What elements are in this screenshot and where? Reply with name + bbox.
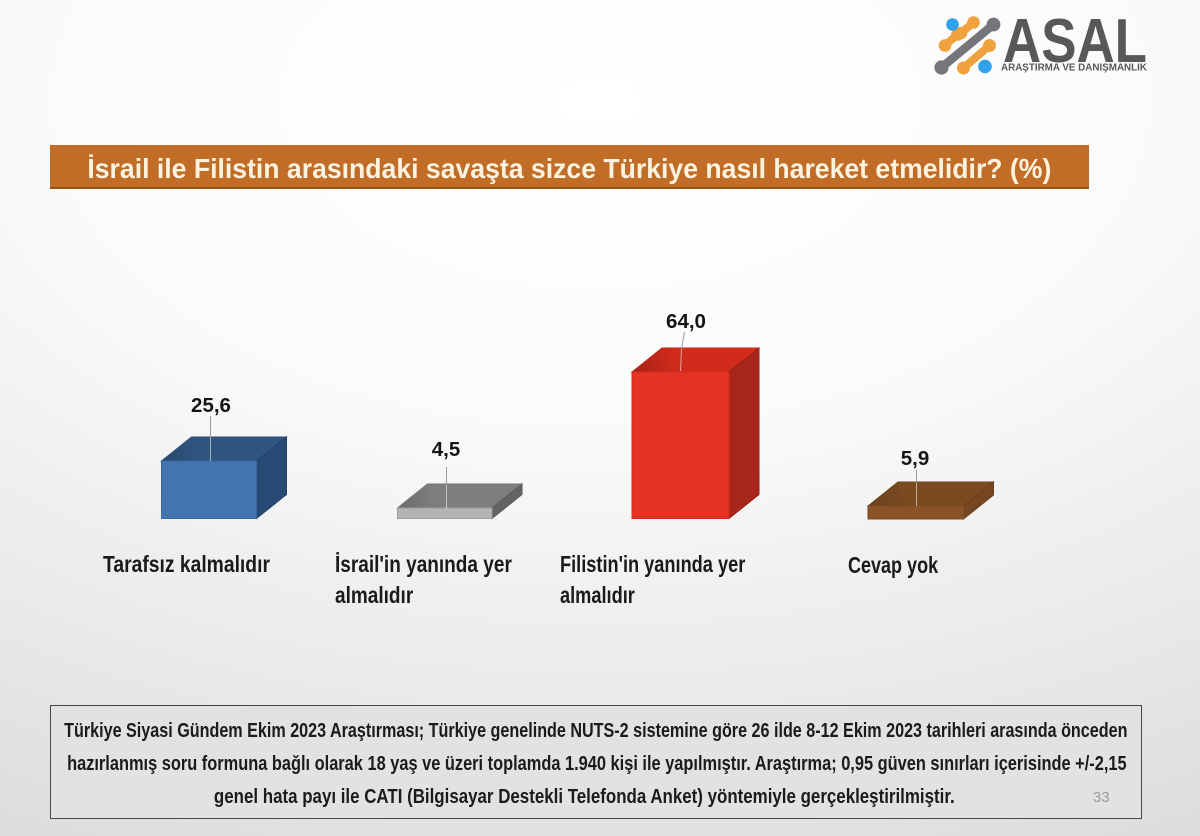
svg-text:ARAŞTIRMA VE DANIŞMANLIK: ARAŞTIRMA VE DANIŞMANLIK	[1001, 62, 1147, 74]
svg-text:ASAL: ASAL	[1003, 7, 1147, 76]
